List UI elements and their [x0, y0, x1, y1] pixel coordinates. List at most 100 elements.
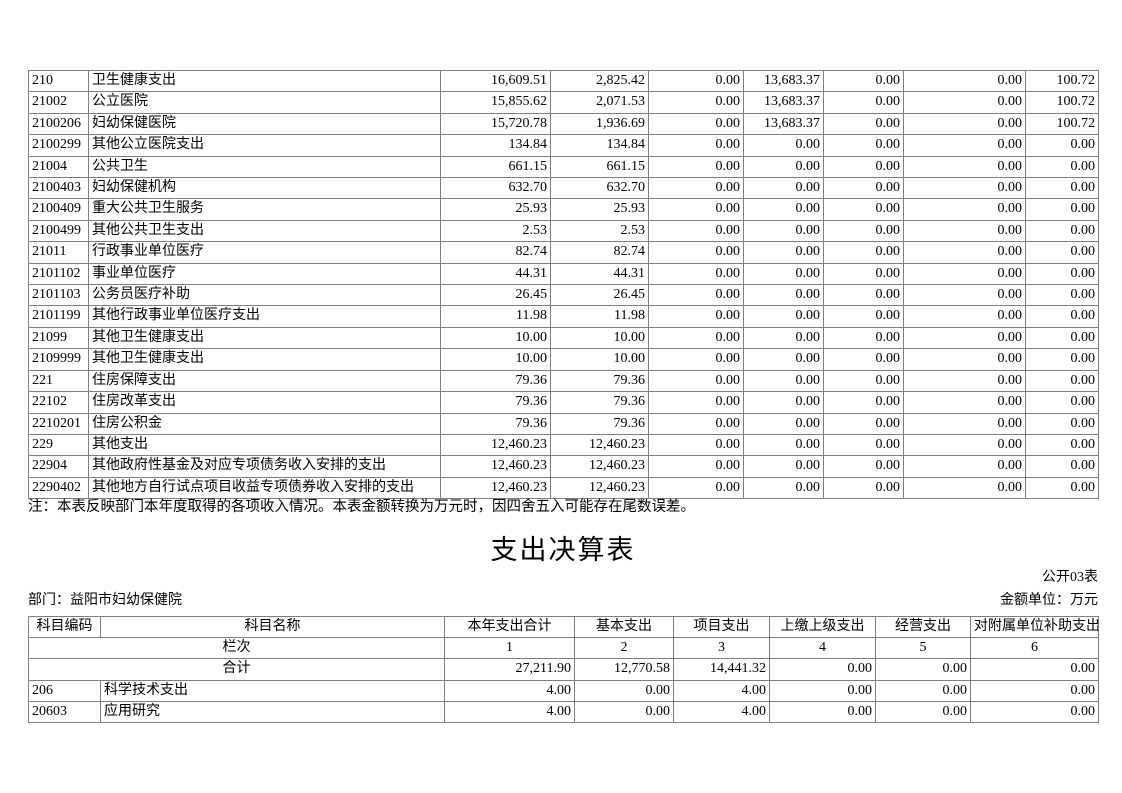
table-row: 2210201 住房公积金 79.36 79.36 0.00 0.00 0.00 0.00 0.…	[28, 412, 1099, 435]
amount-cell: 25.93	[550, 198, 649, 221]
amount-cell: 82.74	[440, 241, 551, 264]
table-row: 21011 行政事业单位医疗 82.74 82.74 0.00 0.00 0.00 0.00 0…	[28, 241, 1099, 264]
amount-cell: 79.36	[440, 369, 551, 393]
amount-cell: 11.98	[440, 305, 551, 328]
amount-cell: 0.00	[1025, 369, 1099, 393]
amount-cell: 0.00	[743, 455, 824, 478]
amount-cell: 44.31	[550, 262, 649, 286]
amount-cell: 13,683.37	[743, 69, 824, 93]
amount-cell: 4.00	[673, 700, 770, 724]
amount-cell: 0.00	[823, 69, 904, 93]
amount-cell: 0.00	[743, 348, 824, 371]
table-row: 2290402 其他地方自行试点项目收益专项债券收入安排的支出 12,460.23 1…	[28, 476, 1099, 500]
subject-name-cell: 应用研究	[100, 700, 445, 724]
amount-cell: 0.00	[648, 112, 744, 136]
amount-cell: 0.00	[1025, 455, 1099, 478]
total-amount-cell: 27,211.90	[444, 658, 575, 681]
amount-cell: 0.00	[1025, 305, 1099, 328]
amount-cell: 0.00	[823, 369, 904, 393]
amount-cell: 0.00	[903, 134, 1026, 157]
amount-cell: 0.00	[903, 262, 1026, 286]
subject-name-cell: 妇幼保健医院	[88, 112, 441, 136]
subject-code-cell: 21002	[28, 91, 89, 114]
amount-cell: 0.00	[823, 155, 904, 179]
table-row: 221 住房保障支出 79.36 79.36 0.00 0.00 0.00 0.00 0.00	[28, 369, 1099, 393]
amount-cell: 12,460.23	[440, 433, 551, 457]
amount-cell: 0.00	[903, 198, 1026, 221]
amount-cell: 0.00	[903, 326, 1026, 350]
amount-cell: 15,720.78	[440, 112, 551, 136]
subject-name-cell: 其他公立医院支出	[88, 134, 441, 157]
amount-cell: 0.00	[1025, 155, 1099, 179]
amount-cell: 134.84	[440, 134, 551, 157]
amount-cell: 16,609.51	[440, 69, 551, 93]
amount-cell: 12,460.23	[550, 433, 649, 457]
amount-cell: 0.00	[1025, 391, 1099, 414]
amount-cell: 0.00	[823, 241, 904, 264]
amount-cell: 0.00	[648, 369, 744, 393]
amount-cell: 0.00	[903, 69, 1026, 93]
amount-cell: 0.00	[903, 91, 1026, 114]
subject-name-cell: 其他卫生健康支出	[88, 348, 441, 371]
amount-cell: 25.93	[440, 198, 551, 221]
amount-cell: 13,683.37	[743, 112, 824, 136]
amount-cell: 0.00	[769, 679, 876, 702]
amount-cell: 0.00	[903, 177, 1026, 200]
subject-name-cell: 卫生健康支出	[88, 69, 441, 93]
column-number: 5	[875, 637, 971, 660]
amount-cell: 44.31	[440, 262, 551, 286]
amount-cell: 0.00	[648, 241, 744, 264]
subject-name-cell: 妇幼保健机构	[88, 177, 441, 200]
amount-cell: 0.00	[903, 305, 1026, 328]
total-label: 合计	[28, 658, 445, 681]
amount-cell: 632.70	[440, 177, 551, 200]
table-note: 注：本表反映部门本年度取得的各项收入情况。本表金额转换为万元时，因四舍五入可能存…	[28, 499, 695, 515]
total-row: 合计 27,211.90 12,770.58 14,441.32 0.00 0.…	[28, 658, 1099, 681]
amount-cell: 0.00	[823, 348, 904, 371]
amount-cell: 0.00	[970, 679, 1099, 702]
amount-cell: 0.00	[648, 262, 744, 286]
amount-cell: 0.00	[903, 155, 1026, 179]
subject-name-cell: 其他行政事业单位医疗支出	[88, 305, 441, 328]
amount-cell: 0.00	[823, 134, 904, 157]
amount-cell: 0.00	[648, 155, 744, 179]
amount-cell: 0.00	[648, 69, 744, 93]
amount-cell: 0.00	[648, 198, 744, 221]
table-row: 22102 住房改革支出 79.36 79.36 0.00 0.00 0.00 0.00 0.0…	[28, 391, 1099, 414]
table-row: 206 科学技术支出 4.00 0.00 4.00 0.00 0.00 0.00	[28, 679, 1099, 702]
subject-name-cell: 住房保障支出	[88, 369, 441, 393]
amount-cell: 0.00	[743, 326, 824, 350]
header-project-expenditure: 项目支出	[673, 615, 770, 639]
subject-name-cell: 公务员医疗补助	[88, 284, 441, 307]
amount-cell: 0.00	[875, 700, 971, 724]
amount-cell: 0.00	[823, 91, 904, 114]
amount-cell: 10.00	[550, 348, 649, 371]
amount-cell: 0.00	[823, 284, 904, 307]
amount-cell: 4.00	[444, 700, 575, 724]
amount-cell: 1,936.69	[550, 112, 649, 136]
subject-name-cell: 其他政府性基金及对应专项债务收入安排的支出	[88, 455, 441, 478]
amount-cell: 0.00	[1025, 412, 1099, 435]
amount-cell: 0.00	[1025, 241, 1099, 264]
amount-cell: 4.00	[444, 679, 575, 702]
amount-cell: 632.70	[550, 177, 649, 200]
table-row: 210 卫生健康支出 16,609.51 2,825.42 0.00 13,683.37 0…	[28, 69, 1099, 93]
subject-code-cell: 21011	[28, 241, 89, 264]
amount-cell: 661.15	[440, 155, 551, 179]
amount-cell: 0.00	[823, 177, 904, 200]
amount-cell: 12,460.23	[550, 455, 649, 478]
department-label: 部门：益阳市妇幼保健院	[28, 593, 182, 608]
table-row: 21099 其他卫生健康支出 10.00 10.00 0.00 0.00 0.00 0.00 0…	[28, 326, 1099, 350]
amount-cell: 0.00	[648, 391, 744, 414]
subject-code-cell: 2100299	[28, 134, 89, 157]
public-table-number: 公开03表	[1042, 570, 1098, 585]
amount-cell: 0.00	[574, 679, 674, 702]
header-subject-name: 科目名称	[100, 615, 445, 639]
amount-cell: 10.00	[440, 326, 551, 350]
amount-cell: 0.00	[823, 412, 904, 435]
amount-cell: 0.00	[823, 391, 904, 414]
amount-cell: 0.00	[1025, 219, 1099, 243]
amount-cell: 12,460.23	[440, 476, 551, 500]
amount-cell: 0.00	[743, 134, 824, 157]
